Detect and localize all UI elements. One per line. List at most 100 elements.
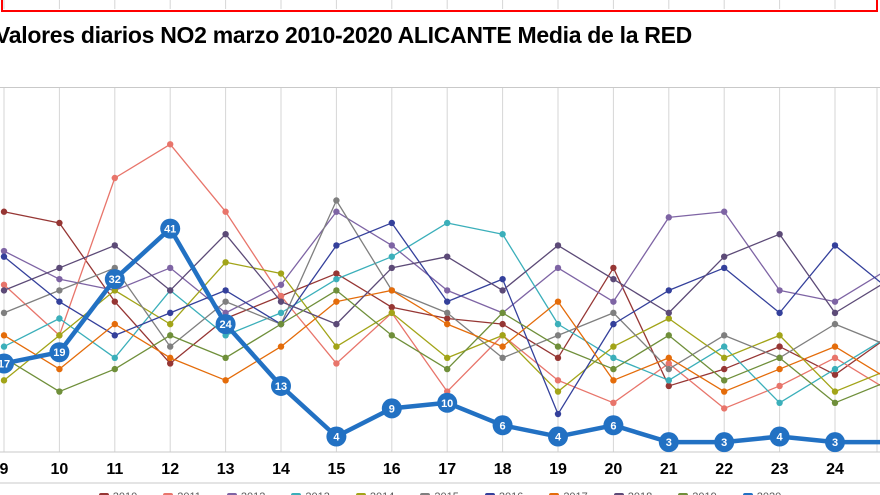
data-point-2016: [444, 298, 451, 305]
data-point-label: 24: [219, 319, 232, 331]
data-point-2015: [499, 354, 506, 362]
legend-label: 2015: [434, 491, 458, 495]
data-point-2011: [277, 292, 285, 300]
data-point-2011: [0, 281, 8, 288]
data-point-2017: [831, 343, 839, 350]
data-point-label: 6: [610, 420, 616, 432]
chart-title: Valores diarios NO2 marzo 2010-2020 ALIC…: [0, 22, 692, 48]
data-point-2019: [277, 320, 285, 328]
data-point-2019: [776, 354, 783, 362]
data-point-2016: [776, 309, 783, 317]
data-point-2012: [333, 208, 340, 215]
series-line-2013: [3, 222, 880, 404]
data-point-2010: [499, 320, 506, 328]
data-point-2012: [167, 264, 174, 272]
data-point-2013: [721, 343, 728, 350]
data-point-2012: [831, 298, 839, 305]
data-point-label: 3: [721, 437, 727, 449]
series-line-2017: [3, 289, 880, 393]
legend-label: 2014: [370, 491, 394, 495]
data-point-2014: [499, 332, 506, 339]
data-point-2017: [167, 354, 174, 362]
data-point-2014: [554, 388, 562, 395]
data-point-2011: [167, 141, 174, 148]
data-point-label: 4: [555, 432, 562, 444]
data-point-2016: [111, 332, 119, 339]
data-point-2017: [610, 377, 617, 384]
data-point-2012: [721, 208, 728, 215]
data-point-2020: [49, 342, 70, 363]
data-point-2020: [658, 432, 679, 453]
data-point-2010: [610, 264, 617, 272]
data-point-2012: [0, 247, 8, 255]
data-point-2014: [56, 332, 63, 339]
data-point-2011: [111, 174, 119, 182]
data-point-2014: [277, 270, 285, 277]
data-point-2010: [554, 354, 562, 362]
data-point-2011: [554, 377, 562, 384]
data-point-2016: [0, 253, 8, 260]
data-point-2010: [56, 219, 63, 227]
data-point-2010: [444, 315, 451, 322]
x-axis-tick-label: 18: [494, 461, 512, 478]
data-point-2017: [554, 298, 562, 305]
x-axis-tick-label: 19: [549, 461, 567, 478]
data-point-2012: [277, 281, 285, 288]
data-point-2015: [56, 287, 63, 294]
data-point-2014: [167, 320, 174, 328]
data-point-2013: [554, 320, 562, 328]
data-point-2018: [333, 320, 340, 328]
legend-item: 2018: [613, 487, 652, 495]
data-point-2010: [111, 298, 119, 305]
data-point-2016: [721, 264, 728, 272]
data-point-2015: [554, 332, 562, 339]
data-point-2018: [499, 287, 506, 294]
data-point-2013: [444, 219, 451, 227]
data-point-2019: [111, 365, 119, 373]
data-point-2020: [160, 218, 181, 239]
data-point-label: 19: [53, 347, 65, 359]
data-point-2014: [721, 354, 728, 362]
data-point-label: 9: [389, 403, 395, 415]
legend-label: 2017: [563, 491, 587, 495]
data-point-2017: [0, 332, 8, 339]
x-axis-tick-label: 15: [328, 461, 346, 478]
legend-marker: [163, 493, 174, 495]
legend-strip-cropped: 2010 2011 2012 2013 2014 2015 2016 2017 2018 2019…: [0, 487, 880, 495]
legend-marker: [678, 493, 689, 495]
data-point-2010: [388, 304, 395, 311]
data-point-2015: [610, 309, 617, 317]
legend-item: 2015: [420, 487, 459, 495]
data-point-2013: [776, 399, 783, 406]
series-line-2010: [3, 211, 880, 387]
data-point-2011: [721, 405, 728, 412]
legend-marker: [226, 493, 237, 495]
data-point-label: 17: [0, 358, 10, 370]
data-point-label: 4: [333, 432, 340, 444]
data-point-2015: [0, 309, 8, 317]
legend-label: 2012: [241, 491, 265, 495]
legend-marker: [355, 493, 366, 495]
legend-marker: [613, 493, 624, 495]
data-point-2017: [388, 287, 395, 294]
data-point-2019: [222, 354, 229, 362]
data-point-2010: [167, 360, 174, 367]
x-axis-tick-label: 16: [383, 461, 401, 478]
x-axis-tick-label: 12: [161, 461, 179, 478]
data-point-2013: [388, 253, 395, 260]
legend-item: 2010: [98, 487, 137, 495]
data-point-2016: [831, 242, 839, 249]
data-point-2011: [333, 360, 340, 367]
data-point-2013: [0, 343, 8, 350]
data-point-2017: [222, 377, 229, 384]
data-point-2010: [0, 208, 8, 215]
data-point-2015: [333, 197, 340, 204]
legend-item: 2013: [291, 487, 330, 495]
data-point-2011: [222, 208, 229, 215]
data-point-2015: [167, 343, 174, 350]
data-point-2011: [776, 382, 783, 390]
data-point-2010: [665, 382, 672, 390]
data-point-2020: [215, 314, 236, 335]
x-axis-tick-label: 9: [0, 461, 9, 478]
legend-item: 2019: [678, 487, 717, 495]
